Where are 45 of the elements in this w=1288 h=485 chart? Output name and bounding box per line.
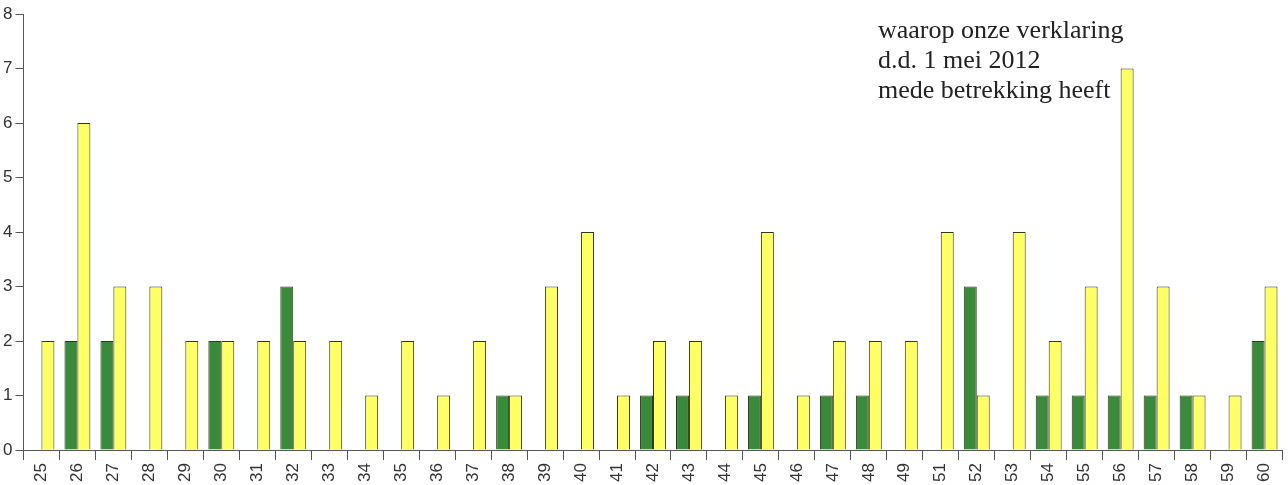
x-tick-label: 41	[606, 463, 626, 483]
x-tick-label: 40	[570, 463, 590, 483]
x-tick-label: 29	[175, 463, 195, 483]
x-tick-label: 39	[534, 463, 554, 483]
x-tick-label: 55	[1074, 463, 1094, 483]
y-tick-label: 0	[2, 439, 13, 459]
x-tick-label: 57	[1146, 463, 1166, 483]
x-tick-label: 52	[966, 463, 986, 483]
annotation: waarop onze verklaring d.d. 1 mei 2012 mede betrekking heeft	[878, 15, 1124, 104]
x-tick-label: 47	[822, 463, 842, 483]
y-tick-label: 7	[2, 58, 13, 78]
x-tick-label: 56	[1110, 463, 1130, 483]
y-tick-label: 2	[2, 330, 13, 350]
x-tick-label: 28	[139, 463, 159, 483]
y-tick-label: 6	[2, 112, 13, 132]
x-tick-label: 42	[642, 463, 662, 483]
y-tick-label: 5	[2, 167, 13, 187]
x-tick-label: 38	[498, 463, 518, 483]
y-tick-label: 8	[2, 3, 13, 23]
x-tick-label: 49	[894, 463, 914, 483]
y-tick-label: 4	[2, 221, 13, 241]
x-tick-label: 36	[426, 463, 446, 483]
x-tick-label: 43	[678, 463, 698, 483]
x-tick-label: 32	[282, 463, 302, 483]
x-tick-label: 45	[750, 463, 770, 483]
x-tick-label: 44	[714, 463, 734, 483]
x-tick-label: 53	[1002, 463, 1022, 483]
y-tick-label: 3	[2, 276, 13, 296]
x-tick-label: 51	[930, 463, 950, 483]
y-tick-label: 1	[2, 385, 13, 405]
x-tick-label: 37	[462, 463, 482, 483]
x-tick-label: 46	[786, 463, 806, 483]
x-tick-label: 54	[1038, 463, 1058, 483]
x-tick-label: 27	[103, 463, 123, 483]
x-tick-label: 35	[390, 463, 410, 483]
x-tick-label: 33	[318, 463, 338, 483]
x-tick-label: 58	[1182, 463, 1202, 483]
x-tick-label: 26	[67, 463, 87, 483]
x-tick-label: 25	[31, 463, 51, 483]
x-tick-label: 48	[858, 463, 878, 483]
x-tick-label: 34	[354, 463, 374, 483]
x-tick-label: 30	[211, 463, 230, 483]
x-tick-label: 59	[1218, 463, 1238, 483]
x-tick-label: 31	[246, 463, 266, 483]
x-tick-label: 60	[1254, 463, 1274, 483]
